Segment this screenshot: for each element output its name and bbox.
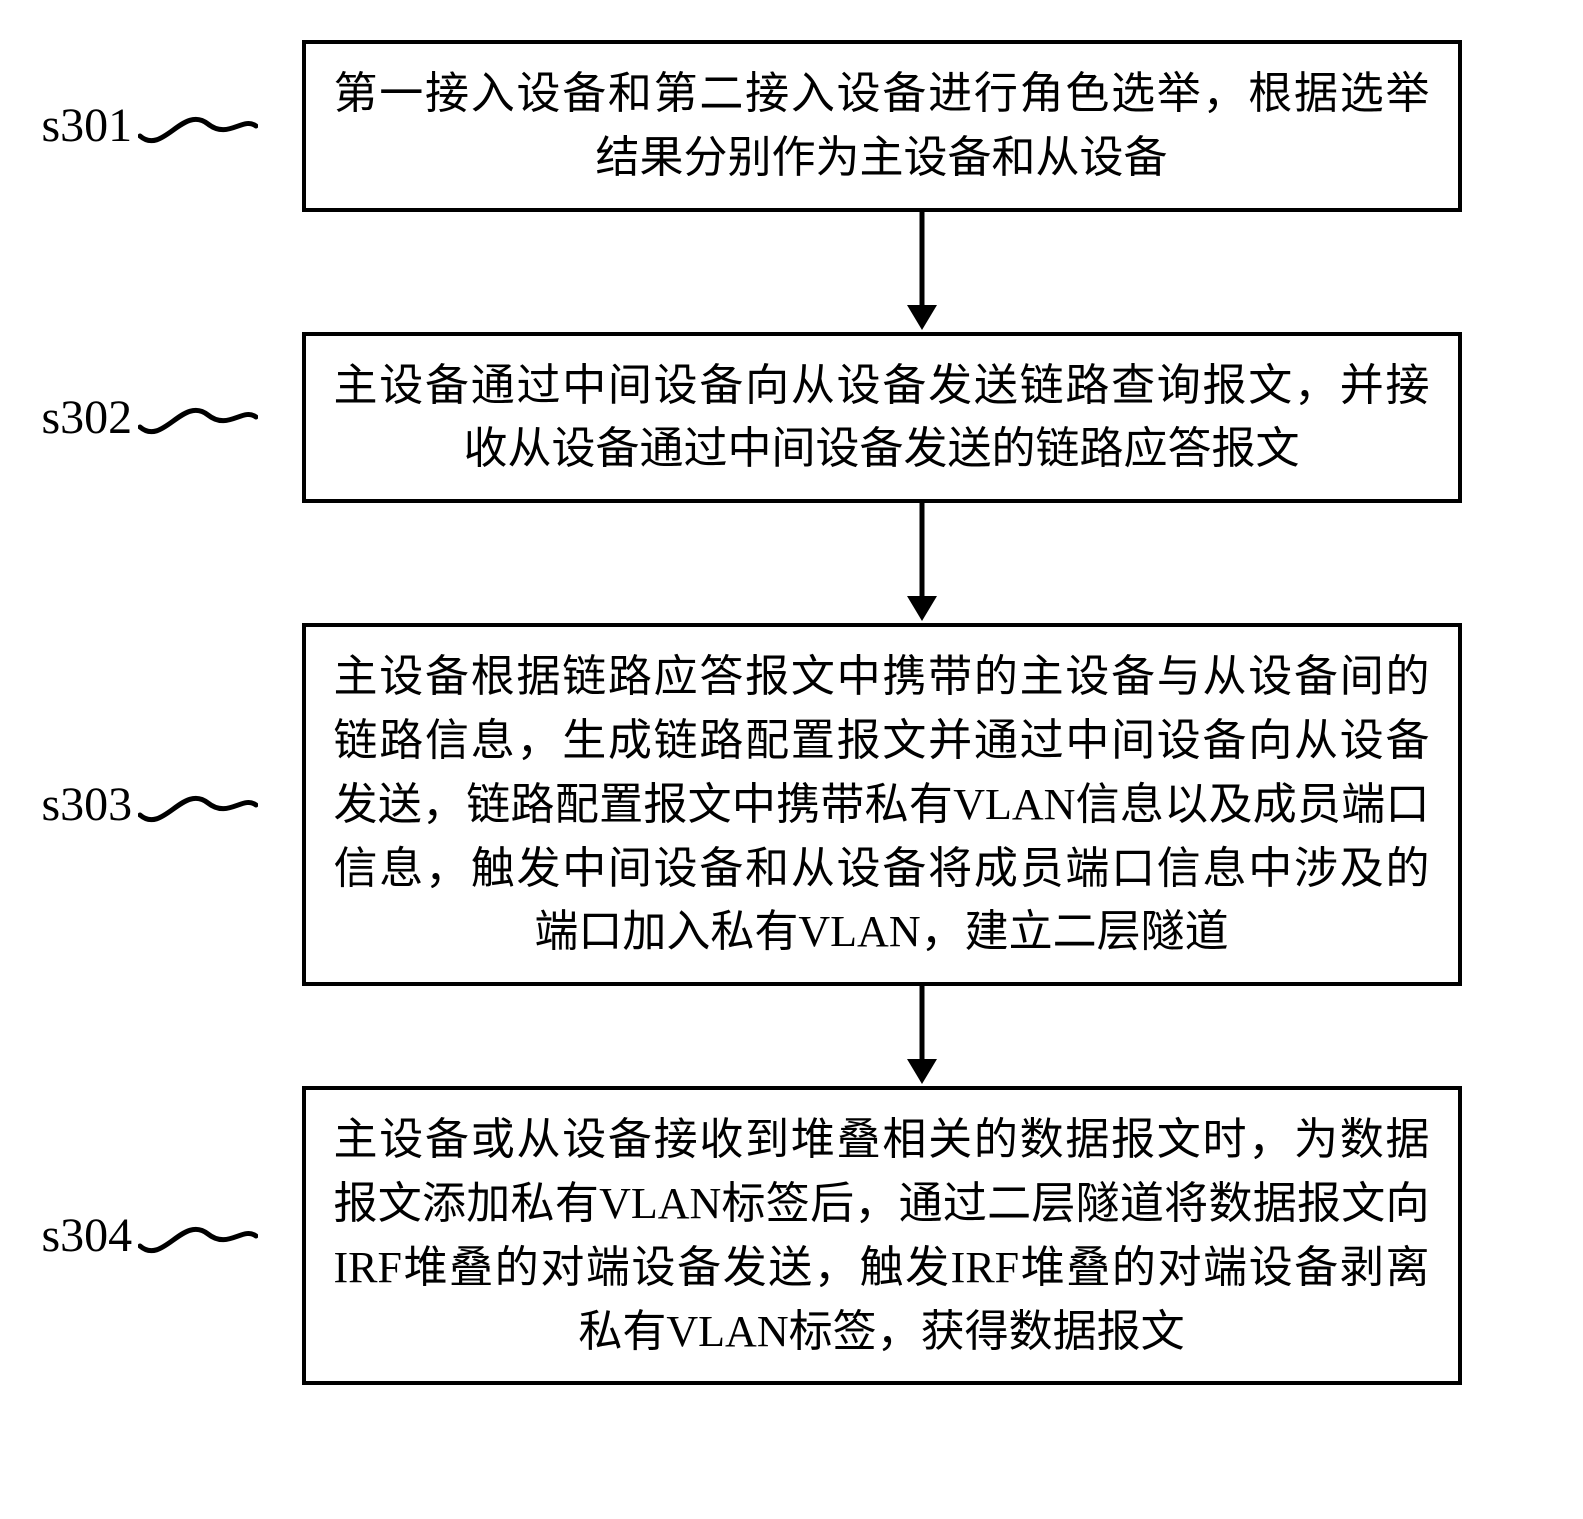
flow-arrow [42,503,1542,623]
step-label: s304 [42,1208,133,1263]
step-box: 第一接入设备和第二接入设备进行角色选举，根据选举结果分别作为主设备和从设备 [302,40,1462,212]
arrow-down-icon [892,503,952,623]
connector-wave-icon [138,1206,258,1266]
flow-step-s301: s301 第一接入设备和第二接入设备进行角色选举，根据选举结果分别作为主设备和从… [42,40,1542,212]
step-text: 主设备或从设备接收到堆叠相关的数据报文时，为数据报文添加私有VLAN标签后，通过… [334,1108,1430,1363]
step-text: 主设备根据链路应答报文中携带的主设备与从设备间的链路信息，生成链路配置报文并通过… [334,645,1430,964]
step-text: 第一接入设备和第二接入设备进行角色选举，根据选举结果分别作为主设备和从设备 [334,62,1430,190]
step-label: s302 [42,390,133,445]
step-label-cell: s304 [42,1206,302,1266]
arrow-down-icon [892,212,952,332]
connector-wave-icon [138,387,258,447]
step-label-cell: s303 [42,775,302,835]
flow-arrow [42,212,1542,332]
arrow-down-icon [892,986,952,1086]
step-box: 主设备或从设备接收到堆叠相关的数据报文时，为数据报文添加私有VLAN标签后，通过… [302,1086,1462,1385]
flow-step-s304: s304 主设备或从设备接收到堆叠相关的数据报文时，为数据报文添加私有VLAN标… [42,1086,1542,1385]
flow-arrow [42,986,1542,1086]
connector-wave-icon [138,96,258,156]
step-label: s303 [42,777,133,832]
step-text: 主设备通过中间设备向从设备发送链路查询报文，并接收从设备通过中间设备发送的链路应… [334,354,1430,482]
step-box: 主设备根据链路应答报文中携带的主设备与从设备间的链路信息，生成链路配置报文并通过… [302,623,1462,986]
connector-wave-icon [138,775,258,835]
flow-step-s302: s302 主设备通过中间设备向从设备发送链路查询报文，并接收从设备通过中间设备发… [42,332,1542,504]
step-label-cell: s301 [42,96,302,156]
step-label-cell: s302 [42,387,302,447]
step-label: s301 [42,98,133,153]
step-box: 主设备通过中间设备向从设备发送链路查询报文，并接收从设备通过中间设备发送的链路应… [302,332,1462,504]
flowchart: s301 第一接入设备和第二接入设备进行角色选举，根据选举结果分别作为主设备和从… [42,40,1542,1385]
flow-step-s303: s303 主设备根据链路应答报文中携带的主设备与从设备间的链路信息，生成链路配置… [42,623,1542,986]
